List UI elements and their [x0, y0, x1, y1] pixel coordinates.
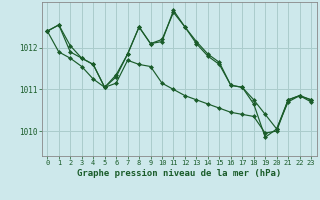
X-axis label: Graphe pression niveau de la mer (hPa): Graphe pression niveau de la mer (hPa) — [77, 169, 281, 178]
